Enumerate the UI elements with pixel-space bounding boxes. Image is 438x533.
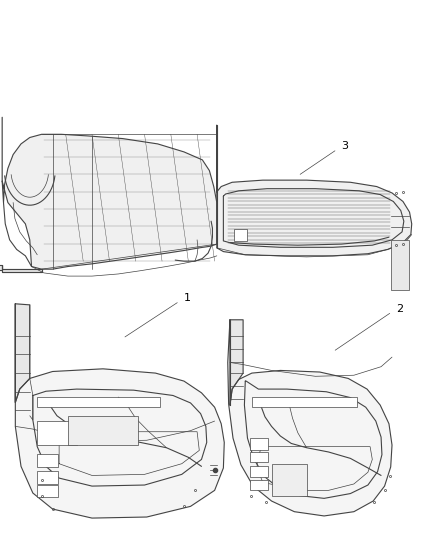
Bar: [391, 240, 409, 290]
Bar: [250, 480, 268, 490]
Bar: [37, 421, 77, 445]
Polygon shape: [0, 265, 2, 270]
Polygon shape: [15, 304, 30, 402]
Bar: [250, 438, 268, 450]
Bar: [37, 471, 58, 484]
Text: 1: 1: [184, 293, 191, 303]
Polygon shape: [2, 265, 42, 272]
Bar: [68, 416, 138, 445]
Bar: [37, 485, 58, 497]
Polygon shape: [228, 320, 392, 516]
Bar: [37, 454, 58, 467]
Text: 2: 2: [396, 304, 403, 314]
Bar: [234, 229, 247, 241]
Text: 3: 3: [341, 141, 348, 151]
Polygon shape: [2, 117, 217, 269]
Polygon shape: [217, 125, 412, 256]
Bar: [250, 466, 268, 477]
Bar: [272, 464, 307, 496]
Bar: [250, 452, 268, 462]
Polygon shape: [15, 304, 224, 518]
Polygon shape: [230, 320, 243, 405]
Bar: [37, 397, 160, 407]
Bar: [252, 397, 357, 407]
